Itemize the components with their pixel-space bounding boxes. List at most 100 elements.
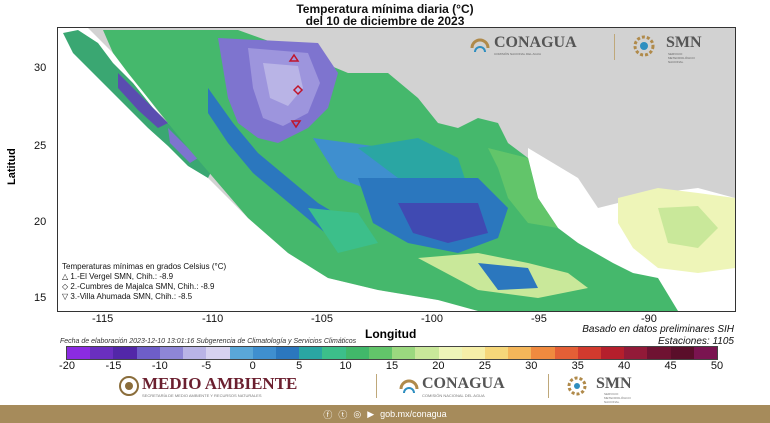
youtube-icon[interactable]: ▶ [367,408,375,419]
colorbar-segment [693,347,718,359]
colorbar-segment [484,347,509,359]
colorbar-segment [554,347,578,359]
station-marker-2 [292,84,304,96]
smn-logo-top [632,34,668,63]
conagua-logo-text-top: CONAGUA [494,34,577,51]
colorbar-segment [368,347,393,359]
logo-separator-bottom-1 [376,374,377,398]
x-tick-105: -105 [311,313,334,325]
logo-separator-top [614,34,615,60]
colorbar-segment [438,347,462,359]
colorbar-segment [206,347,230,359]
x-tick-110: -110 [202,313,224,325]
legend-item-1: △ 1.-El Vergel SMN, Chih.: -8.9 [62,272,174,281]
legend-triangle-down-icon: ▽ [62,292,69,301]
smn-logo-text-top: SMN [666,34,702,51]
temperature-map [58,28,735,311]
colorbar-segment [183,347,207,359]
facebook-icon[interactable]: ⓕ [323,409,333,420]
colorbar-label: -15 [105,360,122,372]
y-axis-label: Latitud [6,148,18,185]
colorbar-label: -5 [201,360,212,372]
conagua-emblem-icon [470,38,490,53]
colorbar-segment [461,347,485,359]
smn-text-bottom: SMN [596,375,632,392]
colorbar-segment [601,347,625,359]
smn-emblem-icon [633,35,655,57]
medio-ambiente-text: MEDIO AMBIENTE [142,374,298,393]
colorbar-label: 15 [385,360,399,372]
legend-triangle-up-icon: △ [62,272,69,281]
x-tick-90: -90 [641,313,657,325]
colorbar-segment [67,347,91,359]
colorbar-segment [392,347,416,359]
legend-diamond-icon: ◇ [62,282,69,291]
conagua-emblem-bottom-icon [398,375,420,402]
y-tick-20: 20 [34,216,47,228]
colorbar-label: 20 [432,360,445,372]
conagua-text-bottom: CONAGUA [422,375,505,392]
colorbar-segment [670,347,694,359]
map-area [57,27,736,312]
colorbar-segment [624,347,648,359]
smn-emblem-bottom-icon [566,375,596,402]
colorbar-segment [113,347,137,359]
colorbar-label: 45 [664,360,677,372]
colorbar-label: 50 [710,360,724,372]
twitter-icon[interactable]: ⓣ [338,409,348,420]
x-tick-100: -100 [421,313,444,325]
colorbar-label: 30 [525,360,538,372]
legend-heading: Temperaturas mínimas en grados Celsius (… [62,262,227,271]
medio-ambiente-emblem-icon [118,375,140,402]
conagua-subtitle-top: COMISIÓN NACIONAL DEL AGUA [494,52,541,56]
colorbar-label: 10 [339,360,352,372]
estaciones-count: Estaciones: 1105 [658,336,734,347]
colorbar-segment [159,347,184,359]
station-marker-1 [288,53,300,62]
station-marker-3 [290,120,302,129]
x-tick-115: -115 [92,313,114,325]
colorbar-segment [252,347,276,359]
instagram-icon[interactable]: ◎ [353,408,362,419]
colorbar-label: 5 [296,360,303,372]
colorbar-segment [322,347,346,359]
colorbar-label: 35 [571,360,584,372]
colorbar-segment [531,347,555,359]
y-tick-25: 25 [34,140,47,152]
colorbar-segment [90,347,114,359]
colorbar-segment [415,347,439,359]
colorbar-segment [136,347,160,359]
colorbar-label: 0 [249,360,256,372]
medio-ambiente-subtitle: SECRETARÍA DE MEDIO AMBIENTE Y RECURSOS … [142,393,262,398]
station-legend: Temperaturas mínimas en grados Celsius (… [62,262,226,302]
y-tick-15: 15 [34,292,47,304]
basado-note: Basado en datos preliminares SIH [582,324,734,335]
legend-item-2: ◇ 2.-Cumbres de Majalca SMN, Chih.: -8.9 [62,282,215,291]
footer-url-link[interactable]: gob.mx/conagua [380,409,447,419]
smn-subtitle-bottom: SERVICIO METEOROLÓGICO NACIONAL [604,392,631,404]
x-axis-label: Longitud [365,327,417,341]
temperature-colorbar [66,346,718,360]
elaboracion-note: Fecha de elaboración 2023-12-10 13:01:16… [60,338,357,345]
footer-bar: ⓕ ⓣ ◎ ▶ gob.mx/conagua [0,405,770,423]
colorbar-label: 25 [478,360,491,372]
colorbar-segment [345,347,369,359]
colorbar-label: -10 [151,360,168,372]
colorbar-label: -20 [59,360,75,372]
conagua-subtitle-bottom: COMISIÓN NACIONAL DEL AGUA [422,393,485,398]
smn-subtitle-top: SERVICIO METEOROLÓGICO NACIONAL [668,52,695,64]
colorbar-segment [299,347,323,359]
colorbar-segment [229,347,253,359]
x-tick-95: -95 [531,313,547,325]
colorbar-segment [508,347,532,359]
colorbar-segment [275,347,300,359]
map-title-line2: del 10 de diciembre de 2023 [305,14,465,28]
conagua-logo-top [468,34,492,61]
logo-separator-bottom-2 [548,374,549,398]
legend-item-3: ▽ 3.-Villa Ahumada SMN, Chih.: -8.5 [62,292,193,301]
colorbar-segment [577,347,602,359]
map-title-line1: Temperatura mínima diaria (°C) [296,2,474,16]
colorbar-label: 40 [618,360,631,372]
colorbar-segment [647,347,671,359]
y-tick-30: 30 [34,62,47,74]
